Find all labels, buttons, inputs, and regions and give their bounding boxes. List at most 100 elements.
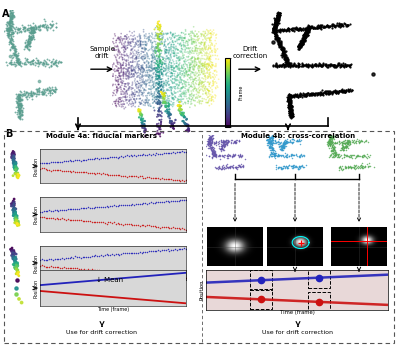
Point [311,25,318,30]
Point [206,61,213,66]
Point [358,153,365,159]
Point [156,47,162,52]
Point [43,23,50,29]
Point [161,273,167,278]
Point [178,56,184,62]
Point [154,60,161,65]
Point [179,97,186,102]
Point [286,103,292,109]
Point [270,153,277,158]
Point [280,143,287,148]
Point [158,66,165,72]
Point [345,141,351,147]
Point [112,31,118,37]
Point [173,63,179,69]
Point [16,273,22,279]
Point [207,134,213,139]
Point [194,38,201,44]
Point [172,46,179,51]
Point [138,88,144,93]
Point [120,70,126,75]
Point [118,76,124,82]
Point [212,38,218,43]
Point [15,107,22,112]
Point [280,49,286,54]
Point [123,84,129,90]
Point [6,38,13,44]
Point [92,219,99,225]
Point [148,44,155,50]
Point [146,69,153,74]
Point [270,26,276,32]
Point [24,26,30,31]
Point [272,33,278,39]
Point [314,92,320,97]
Point [7,27,13,32]
Point [11,202,17,208]
Point [162,91,168,96]
Point [154,101,160,107]
Point [275,36,282,41]
Point [168,225,174,231]
Point [280,54,286,59]
Point [327,138,333,144]
Point [204,35,210,41]
Point [158,113,165,119]
Point [337,148,344,153]
Point [16,59,23,64]
Point [342,165,348,170]
Point [209,89,216,95]
Point [296,42,302,47]
Point [31,90,37,96]
Point [276,12,282,18]
Point [295,43,302,49]
Point [137,41,144,46]
Point [8,14,14,20]
Point [128,96,134,102]
Point [146,67,152,73]
Point [299,61,306,66]
Point [271,26,278,31]
Point [197,59,203,65]
Point [285,97,292,102]
Point [274,12,280,18]
Point [10,249,17,255]
Point [174,77,180,82]
Point [154,90,161,95]
Point [238,154,244,160]
Point [150,66,156,72]
Point [266,139,273,145]
Point [201,41,208,46]
Point [136,74,143,80]
Point [40,160,47,166]
Point [192,63,198,69]
Point [287,102,293,107]
Point [341,151,347,157]
Point [194,70,200,76]
Point [288,114,294,120]
Point [107,154,114,160]
Point [17,100,23,106]
Point [242,156,248,162]
Point [168,87,174,93]
Point [276,165,282,170]
Point [364,161,370,167]
Point [32,25,39,30]
Point [160,69,167,74]
Point [133,250,139,256]
Point [143,63,150,68]
Point [115,36,121,41]
Point [157,112,164,118]
Point [137,43,144,48]
Point [148,38,154,44]
Point [344,87,351,93]
Point [213,41,219,46]
Point [230,139,237,145]
Point [161,91,167,97]
Point [9,7,15,13]
Point [210,53,216,58]
Point [282,138,289,144]
Point [300,41,306,47]
Point [66,168,73,174]
Point [278,164,284,170]
